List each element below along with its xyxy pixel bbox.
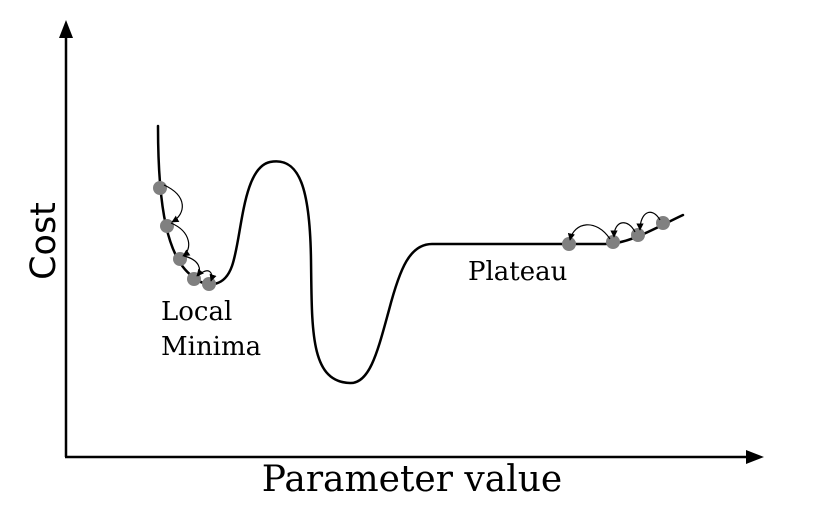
step-marker [631,228,645,242]
step-arrow [197,270,217,282]
step-arrow [636,211,661,231]
plateau-label: Plateau [468,257,567,287]
step-marker [153,181,167,195]
x-axis-label: Parameter value [262,459,562,500]
step-marker [160,219,174,233]
axes [59,20,764,464]
local-minima-steps [153,181,217,291]
plateau-steps [562,211,670,251]
x-axis-arrowhead [746,450,764,464]
step-arrow [567,224,611,241]
y-axis-arrowhead [59,20,73,38]
y-axis-label: Cost [24,202,64,280]
step-arrow [170,222,191,257]
cost-curve [156,124,685,385]
step-marker [202,277,216,291]
step-marker [562,237,576,251]
local-minima-label-line1: Local [161,297,232,327]
step-arrow [183,255,204,277]
step-arrow [610,222,636,238]
step-marker [656,216,670,230]
step-arrow [163,184,183,223]
local-minima-label-line2: Minima [161,332,261,362]
